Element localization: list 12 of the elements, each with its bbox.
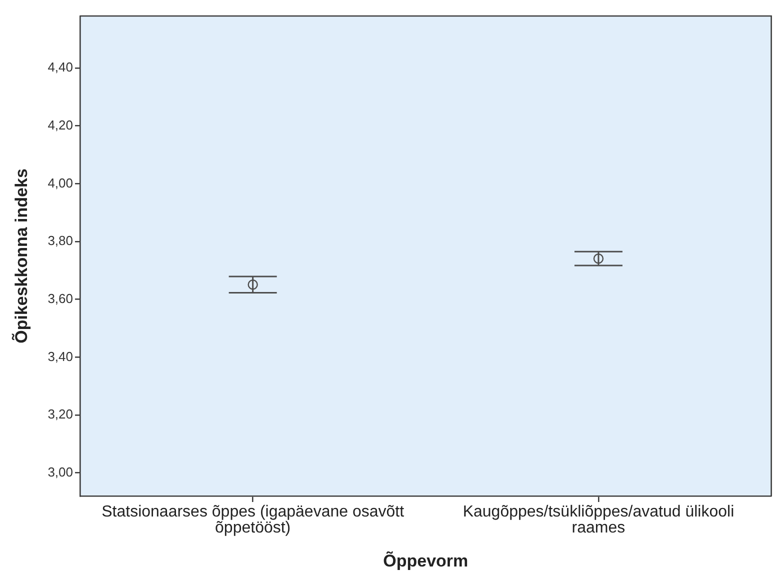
y-tick-label: 4,40 [48,60,73,75]
y-tick-label: 3,80 [48,233,73,248]
y-tick-label: 3,40 [48,348,73,364]
y-tick-label: 4,20 [48,117,73,132]
x-tick-label: Statsionaarses õppes (igapäevane osavõtt õppetööst) [102,503,405,536]
y-tick-label: 3,20 [48,406,73,422]
x-tick-label: Kaugõppes/tsükliõppes/avatud ülikooli raames [462,503,734,536]
y-axis-title: Õpikeskkonna indeks [10,168,31,344]
y-tick-label: 3,00 [48,464,73,480]
y-tick-label: 4,00 [48,175,73,190]
y-tick-label: 3,60 [48,290,73,306]
x-axis-title: Õppevorm [383,550,468,570]
